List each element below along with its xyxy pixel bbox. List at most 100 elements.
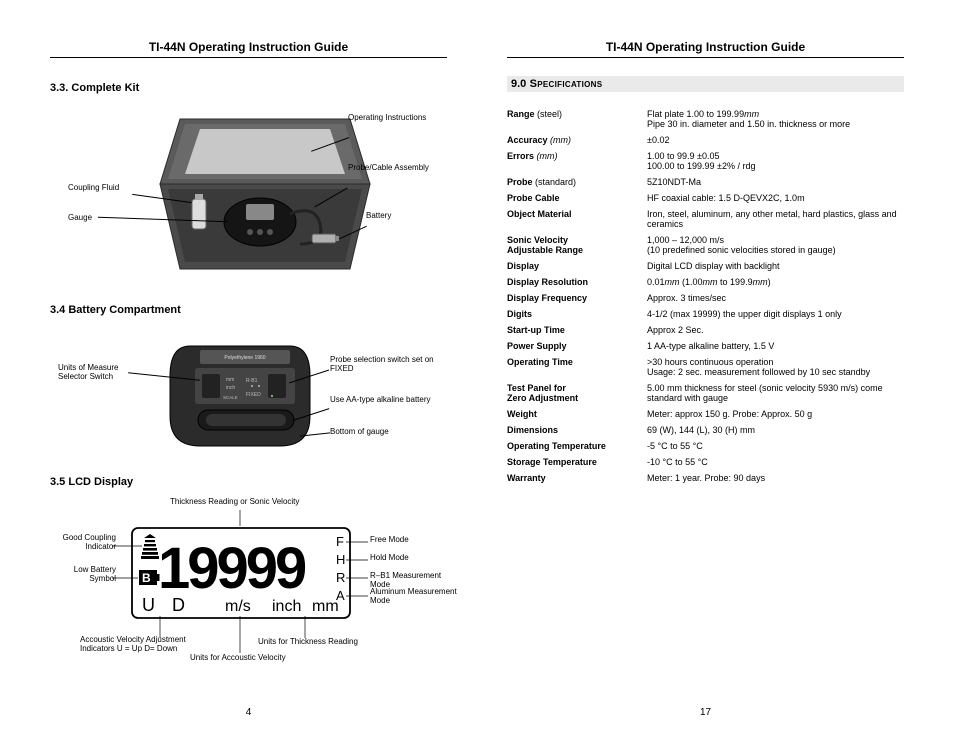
table-row: Storage Temperature-10 °C to 55 °C (507, 454, 904, 470)
specifications-table: Range (steel)Flat plate 1.00 to 199.99mm… (507, 106, 904, 486)
spec-heading-title: Specifications (526, 78, 602, 90)
spec-label: Errors (mm) (507, 148, 647, 174)
table-row: Test Panel forZero Adjustment5.00 mm thi… (507, 380, 904, 406)
label-hold-mode: Hold Mode (370, 554, 409, 563)
label-probe-switch: Probe selection switch set on FIXED (330, 356, 440, 374)
svg-text:inch: inch (226, 385, 235, 391)
svg-text:mm: mm (226, 377, 234, 383)
spec-value: Approx. 3 times/sec (647, 290, 904, 306)
poly-text: Polyethylene 1960 (224, 355, 265, 361)
label-bottom: Bottom of gauge (330, 428, 389, 437)
svg-text:U: U (142, 595, 155, 615)
spec-value: 1,000 – 12,000 m/s(10 predefined sonic v… (647, 232, 904, 258)
table-row: Operating Temperature-5 °C to 55 °C (507, 438, 904, 454)
spec-value: Iron, steel, aluminum, any other metal, … (647, 206, 904, 232)
spec-value: 0.01mm (1.00mm to 199.9mm) (647, 274, 904, 290)
spec-label: Dimensions (507, 422, 647, 438)
svg-text:B: B (142, 571, 151, 585)
table-row: Probe (standard)5Z10NDT-Ma (507, 174, 904, 190)
spec-value: Approx 2 Sec. (647, 322, 904, 338)
spec-label: Display Resolution (507, 274, 647, 290)
table-row: WeightMeter: approx 150 g. Probe: Approx… (507, 406, 904, 422)
table-row: Start-up TimeApprox 2 Sec. (507, 322, 904, 338)
label-good-coupling: Good Coupling Indicator (58, 534, 116, 552)
table-row: Range (steel)Flat plate 1.00 to 199.99mm… (507, 106, 904, 132)
table-row: DisplayDigital LCD display with backligh… (507, 258, 904, 274)
spec-value: Meter: 1 year. Probe: 90 days (647, 470, 904, 486)
spec-label: Test Panel forZero Adjustment (507, 380, 647, 406)
label-units-switch: Units of Measure Selector Switch (58, 364, 128, 382)
spec-label: Object Material (507, 206, 647, 232)
spec-value: 1.00 to 99.9 ±0.05100.00 to 199.99 ±2% /… (647, 148, 904, 174)
spec-value: 69 (W), 144 (L), 30 (H) mm (647, 422, 904, 438)
table-row: Accuracy (mm)±0.02 (507, 132, 904, 148)
spec-value: Digital LCD display with backlight (647, 258, 904, 274)
spec-value: >30 hours continuous operationUsage: 2 s… (647, 354, 904, 380)
figure-battery-compartment: Polyethylene 1960 mm inch SCALE R-B1 FIX… (50, 326, 447, 456)
svg-text:FIXED: FIXED (246, 392, 261, 398)
table-row: Display Resolution0.01mm (1.00mm to 199.… (507, 274, 904, 290)
svg-text:SCALE: SCALE (223, 395, 238, 400)
page-number-right: 17 (507, 697, 904, 718)
spec-label: Display (507, 258, 647, 274)
spec-value: 1 AA-type alkaline battery, 1.5 V (647, 338, 904, 354)
page-header-left: TI-44N Operating Instruction Guide (50, 40, 447, 58)
spec-label: Sonic VelocityAdjustable Range (507, 232, 647, 258)
spec-label: Storage Temperature (507, 454, 647, 470)
label-gauge: Gauge (68, 214, 92, 223)
spec-value: 5Z10NDT-Ma (647, 174, 904, 190)
table-row: Dimensions69 (W), 144 (L), 30 (H) mm (507, 422, 904, 438)
table-row: Power Supply1 AA-type alkaline battery, … (507, 338, 904, 354)
page-header-right: TI-44N Operating Instruction Guide (507, 40, 904, 58)
spec-label: Probe Cable (507, 190, 647, 206)
label-low-battery: Low Battery Symbol (58, 566, 116, 584)
svg-text:mm: mm (312, 598, 339, 615)
label-aa-battery: Use AA-type alkaline battery (330, 396, 450, 405)
svg-text:inch: inch (272, 598, 301, 615)
table-row: Sonic VelocityAdjustable Range1,000 – 12… (507, 232, 904, 258)
spec-label: Probe (standard) (507, 174, 647, 190)
spec-value: ±0.02 (647, 132, 904, 148)
spec-value: Flat plate 1.00 to 199.99mmPipe 30 in. d… (647, 106, 904, 132)
svg-text:19999: 19999 (158, 536, 306, 601)
table-row: Digits4-1/2 (max 19999) the upper digit … (507, 306, 904, 322)
spec-heading-number: 9.0 (511, 78, 526, 90)
spec-value: HF coaxial cable: 1.5 D-QEVX2C, 1.0m (647, 190, 904, 206)
heading-3-5: 3.5 LCD Display (50, 476, 447, 488)
svg-text:R: R (336, 570, 345, 585)
svg-text:F: F (336, 534, 344, 549)
table-row: Object MaterialIron, steel, aluminum, an… (507, 206, 904, 232)
label-units-thickness: Units for Thickness Reading (258, 638, 358, 647)
spec-label: Warranty (507, 470, 647, 486)
svg-text:R-B1: R-B1 (246, 378, 258, 384)
label-thickness-reading: Thickness Reading or Sonic Velocity (170, 498, 299, 507)
label-free-mode: Free Mode (370, 536, 409, 545)
page-number-left: 4 (50, 697, 447, 718)
spec-label: Range (steel) (507, 106, 647, 132)
table-row: WarrantyMeter: 1 year. Probe: 90 days (507, 470, 904, 486)
label-aluminum-mode: Aluminum Measurement Mode (370, 588, 460, 606)
label-acoustic-adj: Accoustic Velocity Adjustment Indicators… (80, 636, 190, 654)
table-row: Probe CableHF coaxial cable: 1.5 D-QEVX2… (507, 190, 904, 206)
table-row: Operating Time>30 hours continuous opera… (507, 354, 904, 380)
svg-text:H: H (336, 552, 345, 567)
heading-specifications: 9.0 Specifications (507, 76, 904, 92)
figure-complete-kit: Operating Instructions Probe/Cable Assem… (50, 104, 447, 284)
spec-value: Meter: approx 150 g. Probe: Approx. 50 g (647, 406, 904, 422)
table-row: Errors (mm)1.00 to 99.9 ±0.05100.00 to 1… (507, 148, 904, 174)
spec-value: -10 °C to 55 °C (647, 454, 904, 470)
spec-label: Operating Temperature (507, 438, 647, 454)
label-coupling-fluid: Coupling Fluid (68, 184, 119, 193)
table-row: Display FrequencyApprox. 3 times/sec (507, 290, 904, 306)
figure-lcd-display: 19999 B U D m/s inch mm F H R (50, 498, 447, 673)
spec-label: Digits (507, 306, 647, 322)
svg-text:D: D (172, 595, 185, 615)
svg-text:A: A (336, 588, 345, 603)
label-operating-instructions: Operating Instructions (348, 114, 426, 123)
svg-text:m/s: m/s (225, 598, 251, 615)
spec-label: Accuracy (mm) (507, 132, 647, 148)
spec-value: 5.00 mm thickness for steel (sonic veloc… (647, 380, 904, 406)
spec-label: Operating Time (507, 354, 647, 380)
label-battery: Battery (366, 212, 391, 221)
spec-label: Start-up Time (507, 322, 647, 338)
